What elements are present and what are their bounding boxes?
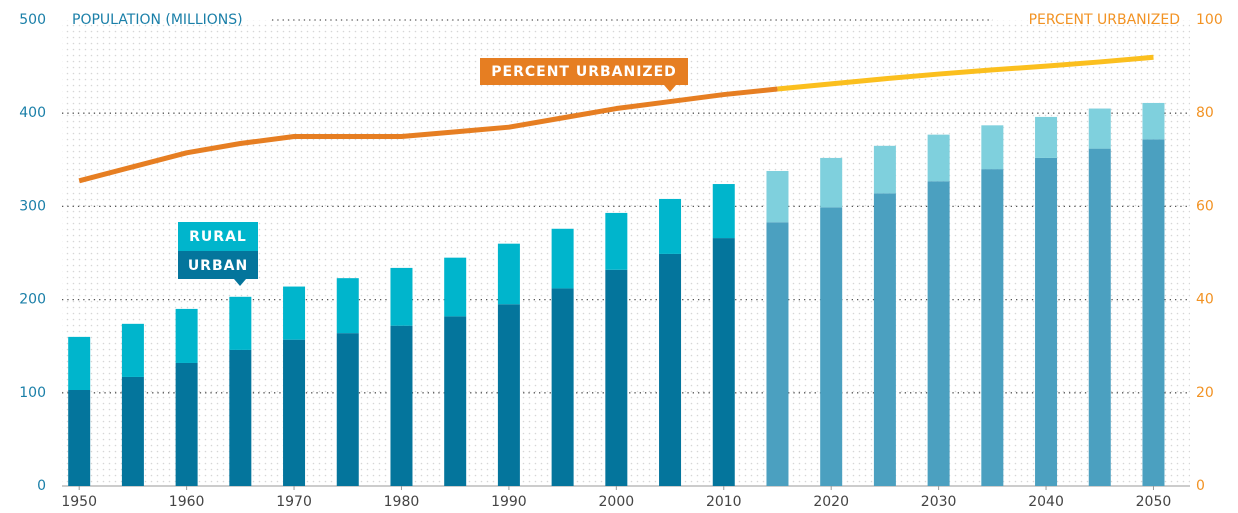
bar <box>283 286 306 340</box>
bar <box>497 304 520 486</box>
y2-tick-label: 60 <box>1196 198 1214 214</box>
y2-axis-label: PERCENT URBANIZED <box>1029 12 1180 28</box>
y-axis-label: POPULATION (MILLIONS) <box>72 12 243 28</box>
legend-rural-swatch <box>178 222 258 251</box>
bar <box>1088 108 1111 149</box>
legend: RURAL URBAN <box>178 222 258 286</box>
bar <box>1142 139 1165 486</box>
x-tick-label: 2040 <box>1028 494 1064 510</box>
y-tick-label: 200 <box>19 292 46 308</box>
y-tick-label: 500 <box>19 12 46 28</box>
y-tick-label: 0 <box>37 478 46 494</box>
y-tick-label: 100 <box>19 385 46 401</box>
y2-tick-label: 20 <box>1196 385 1214 401</box>
annotation-box <box>480 58 688 85</box>
bar <box>766 170 789 223</box>
x-tick-label: 2050 <box>1136 494 1172 510</box>
bar <box>121 323 144 377</box>
bar <box>336 333 359 486</box>
bar <box>712 238 735 486</box>
legend-label: RURAL <box>189 229 247 245</box>
bar <box>229 296 252 350</box>
bar <box>605 269 628 486</box>
bar <box>981 125 1004 170</box>
bar <box>659 253 682 486</box>
legend-pointer <box>234 279 246 286</box>
bar <box>766 222 789 486</box>
x-tick-label: 1980 <box>384 494 420 510</box>
bar <box>605 212 628 270</box>
x-tick-label: 2030 <box>921 494 957 510</box>
bar <box>927 181 950 486</box>
bar <box>68 390 91 486</box>
x-tick-label: 1960 <box>169 494 205 510</box>
bar <box>444 257 467 317</box>
bar <box>390 267 413 326</box>
x-tick-label: 2020 <box>813 494 849 510</box>
bars <box>68 102 1165 487</box>
y2-tick-label: 40 <box>1196 292 1214 308</box>
bar <box>551 288 574 486</box>
y2-tick-label: 100 <box>1196 12 1223 28</box>
y2-tick-label: 80 <box>1196 105 1214 121</box>
lines <box>78 54 1154 184</box>
bar <box>1142 102 1165 140</box>
x-tick-label: 1990 <box>491 494 527 510</box>
bar <box>497 243 520 305</box>
bar <box>820 207 843 486</box>
y-tick-label: 300 <box>19 198 46 214</box>
bar <box>873 193 896 487</box>
bar <box>981 169 1004 486</box>
x-tick-label: 2000 <box>599 494 635 510</box>
line <box>78 86 778 184</box>
line-annotation: PERCENT URBANIZED <box>480 58 688 92</box>
bar <box>820 157 843 208</box>
y-tick-label: 400 <box>19 105 46 121</box>
bar <box>390 325 413 486</box>
x-tick-label: 2010 <box>706 494 742 510</box>
x-tick-label: 1950 <box>61 494 97 510</box>
bar <box>551 228 574 289</box>
bar <box>175 362 198 486</box>
legend-urban-swatch <box>178 251 258 279</box>
bar <box>873 145 896 194</box>
bar <box>712 184 735 239</box>
legend-label: URBAN <box>188 258 248 274</box>
bar <box>121 376 144 486</box>
annotation-pointer <box>664 85 676 92</box>
y2-tick-label: 0 <box>1196 478 1205 494</box>
bar <box>1088 148 1111 486</box>
bar <box>444 316 467 486</box>
bar <box>1035 157 1058 486</box>
line <box>777 54 1154 92</box>
x-tick-label: 1970 <box>276 494 312 510</box>
bar <box>336 278 359 334</box>
bar <box>1035 116 1058 158</box>
annotation-label: PERCENT URBANIZED <box>491 64 677 80</box>
bar <box>229 349 252 486</box>
bar <box>175 308 198 363</box>
bar <box>68 336 91 391</box>
bar <box>283 339 306 486</box>
bar <box>659 198 682 254</box>
bar <box>927 134 950 182</box>
